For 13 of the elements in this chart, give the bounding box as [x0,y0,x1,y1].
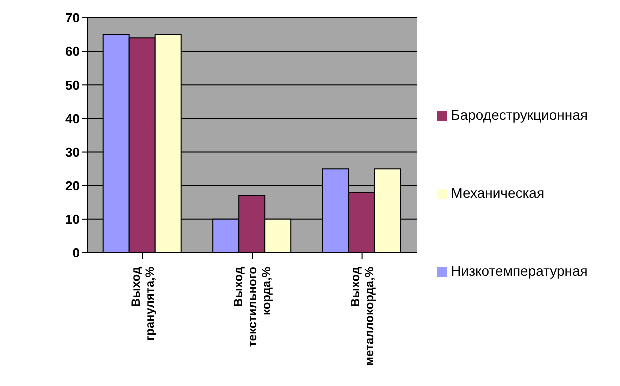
x-tick-label: Выход текстильного корда,% [232,266,274,348]
y-tick-label: 50 [66,78,80,93]
legend-label: Низкотемпературная [451,263,588,279]
y-tick-label: 0 [72,246,80,261]
y-tick-label: 70 [66,10,80,26]
y-tick-label: 40 [66,111,80,126]
y-tick-label: 20 [66,178,80,194]
y-tick-label: 60 [66,44,80,60]
x-tick-label: Выход гранулята,% [128,266,157,341]
legend-label: Бародеструкционная [451,107,588,123]
y-tick-label: 10 [66,212,80,228]
legend-label: Механическая [451,185,545,201]
y-tick-label: 30 [66,144,80,160]
